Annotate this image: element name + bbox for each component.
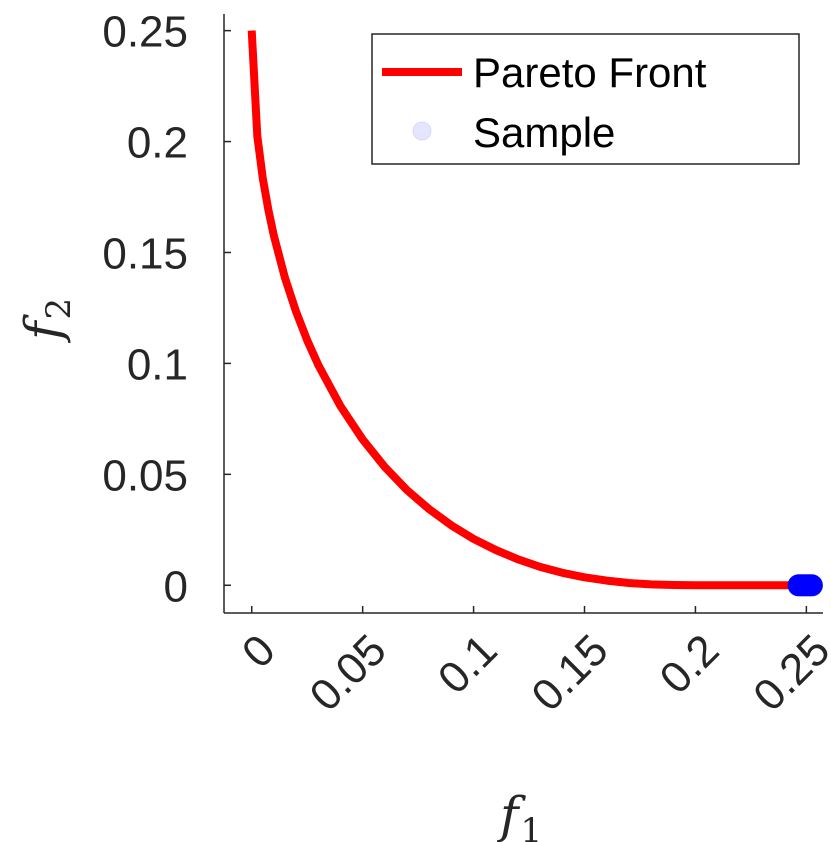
series-layer <box>247 30 823 597</box>
series-line-pareto-front <box>247 30 807 590</box>
y-tick-label: 0.25 <box>102 8 188 57</box>
x-tick-label: 0.25 <box>744 625 831 720</box>
legend-marker-swatch <box>412 121 432 141</box>
x-tick-label: 0.2 <box>651 625 729 703</box>
y-axis-label: f2 <box>14 298 79 344</box>
y-tick-label: 0.05 <box>102 451 188 500</box>
x-axis-label: f1 <box>496 786 542 842</box>
legend: Pareto Front Sample <box>371 33 800 165</box>
axis-layer <box>223 14 823 614</box>
x-ticks: 0 0.05 0.1 0.15 0.2 0.25 <box>233 606 831 721</box>
y-tick-label: 0.15 <box>102 229 188 278</box>
y-tick-label: 0 <box>164 562 188 611</box>
y-ticks: 0 0.05 0.1 0.15 0.2 0.25 <box>102 8 231 611</box>
sample-point <box>800 574 823 597</box>
y-tick-label: 0.2 <box>127 119 188 168</box>
x-tick-label: 0.1 <box>429 625 507 703</box>
legend-box <box>371 33 800 165</box>
x-tick-label: 0.05 <box>301 625 396 720</box>
x-tick-label: 0.15 <box>522 625 617 720</box>
y-tick-label: 0.1 <box>127 340 188 389</box>
x-tick-label: 0 <box>233 625 285 677</box>
y-axis-label-sub: 2 <box>39 298 79 320</box>
x-axis-label-sub: 1 <box>521 811 543 842</box>
legend-entry-pareto-front: Pareto Front <box>473 49 707 96</box>
legend-entry-sample: Sample <box>473 109 615 156</box>
